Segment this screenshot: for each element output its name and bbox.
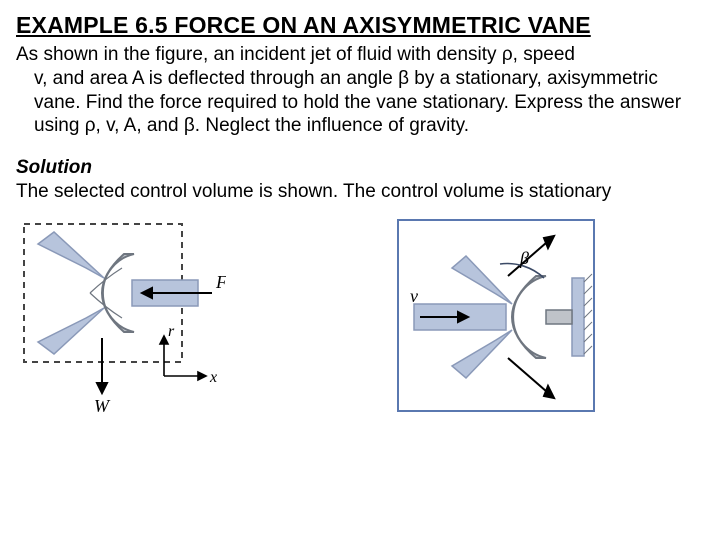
jet-lower-right xyxy=(452,330,512,378)
problem-rest: v, and area A is deflected through an an… xyxy=(16,67,704,138)
solution-block: Solution The selected control volume is … xyxy=(16,156,704,204)
example-title: EXAMPLE 6.5 FORCE ON AN AXISYMMETRIC VAN… xyxy=(16,12,704,39)
problem-line1: As shown in the figure, an incident jet … xyxy=(16,44,575,65)
jet-upper xyxy=(38,232,104,278)
wall-hatch xyxy=(584,274,592,354)
vane-body-right xyxy=(512,276,546,358)
figure-vane-angle: v β xyxy=(396,218,596,413)
vane-body xyxy=(102,254,134,332)
problem-statement: As shown in the figure, an incident jet … xyxy=(16,43,704,138)
outflow-arrow-upper xyxy=(508,236,554,276)
label-r: r xyxy=(168,323,175,340)
solution-label: Solution xyxy=(16,157,92,178)
label-v: v xyxy=(410,286,418,306)
label-x: x xyxy=(209,369,217,386)
solution-text: The selected control volume is shown. Th… xyxy=(16,181,611,202)
label-f: F xyxy=(215,272,226,292)
figure-control-volume: F W r x xyxy=(16,218,226,418)
label-w: W xyxy=(94,396,111,416)
vane-stem xyxy=(546,310,572,324)
weight-arrow xyxy=(97,338,107,393)
jet-lower xyxy=(38,308,104,354)
figures-row: F W r x xyxy=(16,218,704,418)
wall xyxy=(572,278,584,356)
outflow-arrow-lower xyxy=(508,358,554,398)
label-beta: β xyxy=(519,248,529,268)
